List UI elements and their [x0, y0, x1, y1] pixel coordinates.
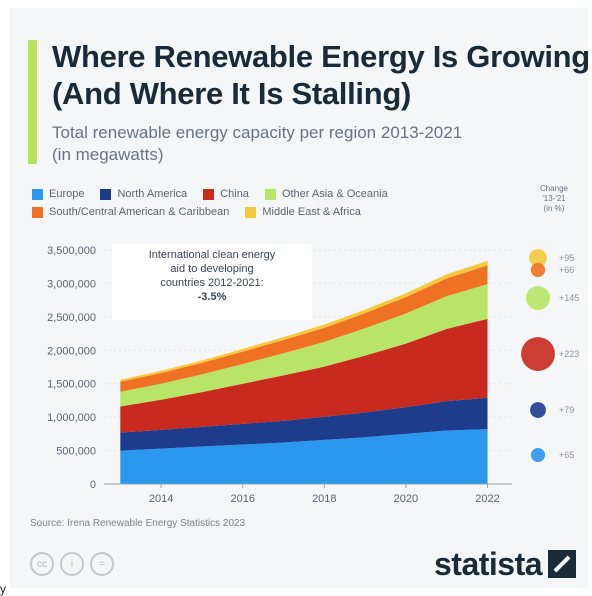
- legend-swatch-china: [203, 188, 215, 200]
- legend-item-south-central-america: South/Central American & Caribbean: [32, 206, 229, 218]
- change-label-china: +223: [559, 349, 579, 359]
- annotation-text: International clean energy aid to develo…: [112, 248, 312, 304]
- x-tick-label: 2018: [312, 493, 336, 505]
- area-other-asia-oceania: [120, 284, 488, 407]
- annotation-line-1: International clean energy: [148, 249, 276, 261]
- change-bubble-south-central-american-caribbean: [530, 262, 546, 278]
- no-derivatives-icon[interactable]: =: [90, 552, 114, 576]
- legend-row-2: South/Central American & Caribbean Middl…: [32, 206, 522, 218]
- change-label-other-asia-oceania: +145: [559, 293, 579, 303]
- annotation-line-2: aid to developing: [170, 263, 254, 275]
- legend-label-south-central-america: South/Central American & Caribbean: [49, 206, 230, 218]
- subtitle-line-2: (in megawatts): [52, 145, 164, 164]
- y-tick-label: 1,500,000: [47, 379, 96, 391]
- y-tick-label: 0: [90, 479, 96, 491]
- x-tick-label: 2014: [149, 493, 173, 505]
- change-bubble-middle-east-africa: [529, 249, 547, 267]
- legend-item-other-asia: Other Asia & Oceania: [264, 188, 388, 200]
- attribution-icon[interactable]: i: [60, 552, 84, 576]
- x-tick-label: 2022: [475, 493, 499, 505]
- cc-license-icon[interactable]: cc: [30, 552, 54, 576]
- change-label-north-america: +79: [559, 405, 574, 415]
- change-header-line-2: '13-'21: [542, 194, 566, 203]
- change-bubble-north-america: [530, 402, 546, 418]
- annotation-value: -3.5%: [197, 291, 227, 303]
- area-middle-east-africa: [120, 260, 488, 382]
- statista-wordmark: statista: [434, 546, 543, 582]
- change-label-europe: +65: [559, 450, 574, 460]
- area-europe: [120, 429, 488, 484]
- legend-label-north-america: North America: [117, 188, 188, 200]
- legend-item-china: China: [203, 188, 249, 200]
- y-tick-label: 2,000,000: [47, 345, 96, 357]
- legend-label-other-asia: Other Asia & Oceania: [281, 188, 388, 200]
- y-tick-label: 1,000,000: [47, 412, 96, 424]
- y-tick-label: 2,500,000: [47, 312, 96, 324]
- chart-legend: Europe North America China Other Asia & …: [32, 188, 522, 224]
- y-tick-label: 3,500,000: [47, 245, 96, 257]
- x-tick-label: 2016: [230, 493, 254, 505]
- area-north-america: [120, 397, 488, 451]
- legend-swatch-other-asia: [264, 188, 276, 200]
- change-bubble-china: [521, 337, 555, 371]
- change-header-line-3: (in %): [543, 204, 565, 213]
- legend-swatch-north-america: [100, 188, 112, 200]
- subtitle-line-1: Total renewable energy capacity per regi…: [52, 123, 463, 142]
- legend-item-north-america: North America: [100, 188, 187, 200]
- chart-title: Where Renewable Energy Is Growing (And W…: [52, 39, 590, 111]
- change-label-middle-east-africa: +95: [559, 253, 574, 263]
- statista-logo-icon: [548, 550, 577, 578]
- y-tick-label: 500,000: [56, 446, 96, 458]
- legend-swatch-middle-east-africa: [245, 206, 257, 218]
- title-accent-bar: [28, 40, 37, 164]
- area-china: [120, 318, 488, 433]
- chart-subtitle: Total renewable energy capacity per regi…: [52, 122, 572, 166]
- annotation-line-3: countries 2012-2021:: [160, 277, 264, 289]
- area-south-central-american-caribbean: [120, 265, 488, 392]
- source-note: Source: Irena Renewable Energy Statistic…: [30, 518, 246, 529]
- x-tick-label: 2020: [394, 493, 418, 505]
- change-bubble-europe: [530, 447, 546, 463]
- stray-character: y: [0, 582, 6, 596]
- legend-label-china: China: [220, 188, 249, 200]
- change-header: Change '13-'21 (in %): [528, 184, 580, 214]
- legend-item-europe: Europe: [32, 188, 84, 200]
- y-tick-label: 3,000,000: [47, 278, 96, 290]
- legend-row-1: Europe North America China Other Asia & …: [32, 188, 522, 200]
- change-bubble-other-asia-oceania: [525, 285, 551, 311]
- license-icons: cc i =: [30, 552, 114, 576]
- change-header-line-1: Change: [539, 184, 569, 193]
- legend-swatch-south-central-america: [32, 206, 43, 218]
- legend-swatch-europe: [32, 188, 43, 200]
- change-label-south-central-american-caribbean: +66: [559, 265, 574, 275]
- legend-label-middle-east-africa: Middle East & Africa: [262, 206, 361, 218]
- statista-brand[interactable]: statista: [434, 546, 577, 582]
- annotation-box: [112, 244, 312, 320]
- legend-label-europe: Europe: [49, 188, 85, 200]
- legend-item-middle-east-africa: Middle East & Africa: [245, 206, 361, 218]
